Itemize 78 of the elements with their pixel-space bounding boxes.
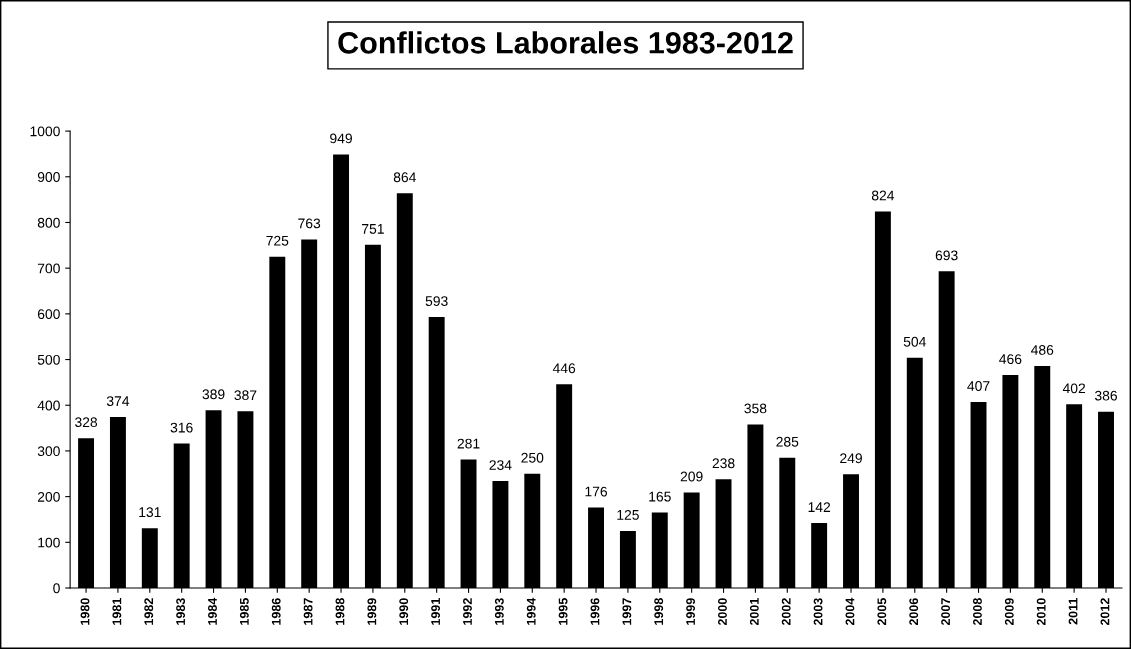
x-tick-label: 1982: [144, 598, 154, 625]
data-label: 316: [170, 422, 193, 433]
data-label: 824: [871, 190, 895, 201]
y-tick-label: 1000: [30, 126, 60, 137]
data-label: 389: [202, 389, 225, 400]
x-tick-label: 2004: [845, 597, 855, 626]
x-tick-label: 1981: [112, 598, 122, 625]
x-tick-label: 1989: [367, 598, 377, 625]
x-tick-label: 2002: [781, 598, 791, 626]
y-tick-label: 600: [37, 309, 60, 320]
data-label: 486: [1031, 345, 1054, 355]
x-tick-label: 2000: [718, 598, 727, 626]
data-label: 949: [330, 133, 352, 144]
x-tick-label: 2008: [973, 598, 982, 626]
x-tick-label: 1986: [271, 598, 281, 625]
data-label: 328: [75, 417, 98, 428]
data-label: 751: [362, 224, 384, 234]
data-label: 142: [808, 502, 831, 512]
data-label: 407: [967, 381, 990, 391]
x-tick-label: 2011: [1068, 598, 1078, 625]
y-tick-label: 500: [37, 354, 60, 365]
data-label: 249: [840, 453, 862, 464]
x-tick-label: 1999: [686, 598, 696, 625]
y-tick-label: 100: [38, 537, 60, 548]
data-label: 238: [712, 458, 735, 469]
x-tick-label: 2010: [1036, 598, 1046, 626]
x-tick-label: 2006: [909, 598, 919, 626]
x-tick-label: 1995: [558, 598, 568, 625]
data-label: 234: [489, 460, 512, 470]
data-label: 358: [744, 403, 767, 414]
x-tick-label: 1993: [494, 598, 504, 625]
data-label: 693: [935, 250, 958, 261]
data-label: 386: [1094, 390, 1117, 401]
x-tick-label: 1984: [208, 597, 217, 625]
y-tick-label: 400: [37, 400, 60, 411]
x-tick-label: 1991: [431, 598, 441, 625]
y-tick-label: 0: [53, 583, 60, 594]
x-tick-label: 1992: [463, 598, 472, 625]
data-label: 209: [680, 471, 703, 482]
y-tick-label: 800: [37, 217, 60, 228]
x-tick-label: 1987: [303, 598, 313, 625]
data-label: 504: [903, 336, 926, 347]
data-label: 250: [521, 452, 544, 463]
x-tick-label: 1996: [590, 598, 600, 625]
x-tick-label: 1988: [335, 598, 345, 625]
x-tick-label: 2001: [749, 598, 759, 626]
x-tick-label: 2009: [1004, 598, 1014, 626]
data-label: 466: [999, 354, 1022, 364]
x-tick-label: 1983: [176, 598, 186, 625]
data-label: 593: [425, 296, 448, 306]
x-tick-label: 1990: [399, 598, 409, 625]
y-tick-label: 200: [37, 491, 60, 502]
data-label: 131: [139, 507, 161, 518]
data-label: 446: [552, 363, 576, 374]
x-tick-label: 1985: [239, 598, 249, 625]
y-tick-label: 700: [37, 263, 60, 274]
data-label: 285: [776, 436, 799, 447]
x-tick-label: 1980: [80, 598, 90, 625]
x-tick-label: 2005: [877, 598, 887, 626]
x-tick-label: 2012: [1100, 598, 1110, 626]
y-tick-label: 900: [37, 172, 60, 182]
data-label: 281: [457, 438, 480, 449]
data-label: 387: [234, 390, 257, 401]
x-tick-label: 2003: [813, 598, 823, 626]
data-label: 864: [393, 172, 416, 183]
data-label: 402: [1062, 383, 1086, 394]
data-label: 176: [585, 486, 608, 497]
data-label: 763: [298, 218, 321, 229]
x-tick-label: 2007: [941, 598, 950, 626]
chart-title: Conflictos Laborales 1983-2012: [338, 31, 793, 54]
data-label: 165: [649, 491, 671, 502]
x-tick-label: 1998: [654, 598, 664, 625]
x-tick-label: 1997: [622, 598, 632, 625]
data-label: 125: [617, 509, 639, 520]
data-label: 725: [266, 235, 289, 246]
x-tick-label: 1994: [526, 597, 536, 625]
data-label: 374: [106, 396, 130, 407]
y-tick-label: 300: [37, 446, 60, 457]
